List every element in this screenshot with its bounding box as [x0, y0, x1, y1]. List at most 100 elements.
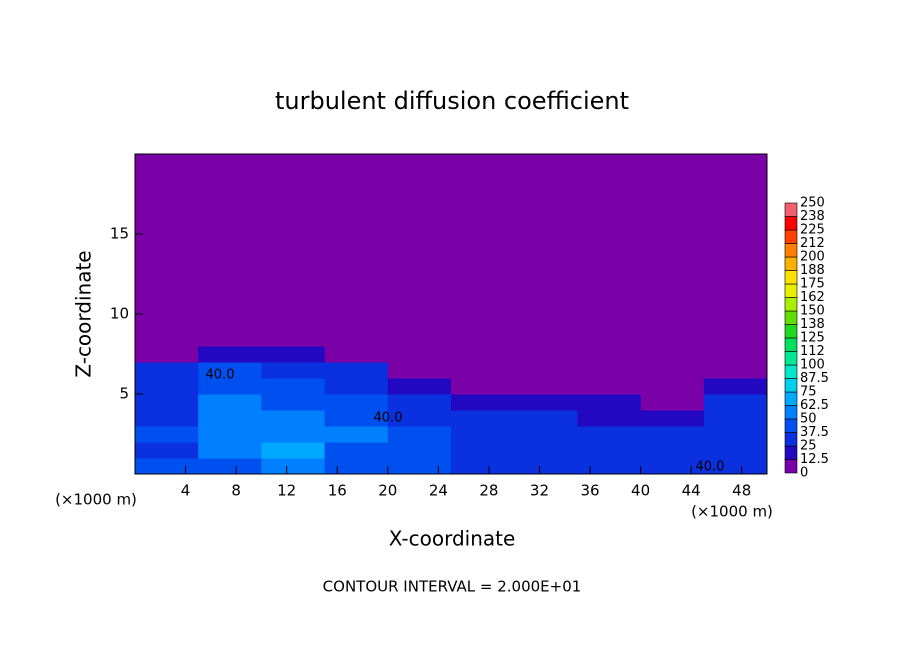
colorbar-swatch: [784, 202, 798, 217]
x-tick-label: 16: [328, 482, 347, 500]
x-tick-label: 4: [181, 482, 191, 500]
heat-cell: [640, 346, 705, 363]
heat-cell: [514, 362, 578, 379]
heat-cell: [703, 458, 768, 475]
colorbar-label: 212: [800, 236, 825, 251]
heat-cell: [261, 154, 326, 347]
colorbar-label: 62.5: [800, 398, 829, 413]
colorbar-label: 0: [800, 466, 808, 481]
heat-cell: [577, 442, 642, 459]
heat-cell: [324, 378, 389, 395]
heat-cell: [135, 458, 199, 475]
colorbar-label: 175: [800, 277, 825, 292]
heat-cell: [640, 362, 705, 379]
heat-cell: [135, 154, 199, 347]
x-tick-label: 12: [277, 482, 296, 500]
heat-cell: [198, 458, 262, 475]
heat-cell: [387, 426, 452, 443]
heat-cell: [387, 394, 452, 411]
colorbar-swatch: [784, 256, 798, 271]
heat-cell: [324, 154, 389, 347]
x-tick-label: 36: [580, 482, 599, 500]
heat-cell: [451, 154, 515, 347]
heat-cell: [703, 378, 768, 395]
x-tick-label: 44: [682, 482, 701, 500]
heat-cell: [703, 442, 768, 459]
heat-cell: [514, 346, 578, 363]
heat-cell: [324, 394, 389, 411]
heat-cell: [198, 362, 262, 379]
colorbar-swatch: [784, 391, 798, 406]
heat-cell: [198, 442, 262, 459]
heat-cell: [324, 346, 389, 363]
heat-cell: [451, 442, 515, 459]
x-tick-label: 48: [732, 482, 751, 500]
heat-cell: [640, 378, 705, 395]
colorbar-swatch: [784, 310, 798, 325]
heat-cell: [451, 362, 515, 379]
heat-cell: [451, 426, 515, 443]
colorbar-label: 12.5: [800, 452, 829, 467]
colorbar-label: 100: [800, 358, 825, 373]
footer: CONTOUR INTERVAL = 2.000E+01: [323, 578, 582, 596]
colorbar-swatch: [784, 432, 798, 447]
colorbar-swatch: [784, 324, 798, 339]
x-unit-label: (×1000 m): [691, 503, 773, 521]
heat-cell: [261, 410, 326, 427]
heat-cell: [640, 426, 705, 443]
heat-cell: [514, 378, 578, 395]
colorbar-swatch: [784, 378, 798, 393]
heat-cell: [387, 458, 452, 475]
colorbar-label: 150: [800, 304, 825, 319]
heat-cell: [387, 346, 452, 363]
heat-cell: [135, 362, 199, 379]
heat-cell: [198, 154, 262, 347]
colorbar-swatch: [784, 418, 798, 433]
x-tick-label: 28: [479, 482, 498, 500]
heat-cell: [198, 410, 262, 427]
contour-label: 40.0: [374, 411, 403, 426]
colorbar-label: 162: [800, 290, 825, 305]
heat-cell: [514, 410, 578, 427]
heat-cell: [640, 442, 705, 459]
x-axis-label: X-coordinate: [389, 527, 516, 551]
heat-cell: [135, 394, 199, 411]
y-tick-label: 10: [110, 305, 129, 323]
colorbar-label: 25: [800, 439, 817, 454]
heat-cell: [198, 378, 262, 395]
heat-cell: [640, 394, 705, 411]
heat-cell: [577, 426, 642, 443]
colorbar-swatch: [784, 297, 798, 312]
y-unit-label: (×1000 m): [55, 491, 137, 509]
heat-cell: [261, 426, 326, 443]
heat-cell: [640, 154, 705, 347]
heat-cell: [703, 410, 768, 427]
heat-cell: [387, 154, 452, 347]
heat-cell: [324, 362, 389, 379]
colorbar-swatch: [784, 216, 798, 231]
x-tick-label: 24: [429, 482, 448, 500]
colorbar-label: 200: [800, 250, 825, 265]
heat-cell: [577, 154, 642, 347]
colorbar-swatch: [784, 459, 798, 474]
heat-cell: [703, 362, 768, 379]
x-tick-label: 40: [631, 482, 650, 500]
colorbar-swatch: [784, 364, 798, 379]
colorbar-label: 225: [800, 223, 825, 238]
heat-cell: [135, 426, 199, 443]
colorbar-label: 75: [800, 385, 817, 400]
colorbar-swatch: [784, 351, 798, 366]
heat-cell: [703, 426, 768, 443]
heat-cell: [451, 378, 515, 395]
heat-cell: [451, 410, 515, 427]
colorbar-swatch: [784, 337, 798, 352]
heat-cell: [514, 426, 578, 443]
colorbar-label: 138: [800, 317, 825, 332]
heat-cell: [261, 346, 326, 363]
heat-cell: [135, 410, 199, 427]
heat-cell: [324, 426, 389, 443]
contour-label: 40.0: [206, 368, 235, 383]
contour-label: 40.0: [696, 460, 725, 475]
colorbar-label: 112: [800, 344, 825, 359]
